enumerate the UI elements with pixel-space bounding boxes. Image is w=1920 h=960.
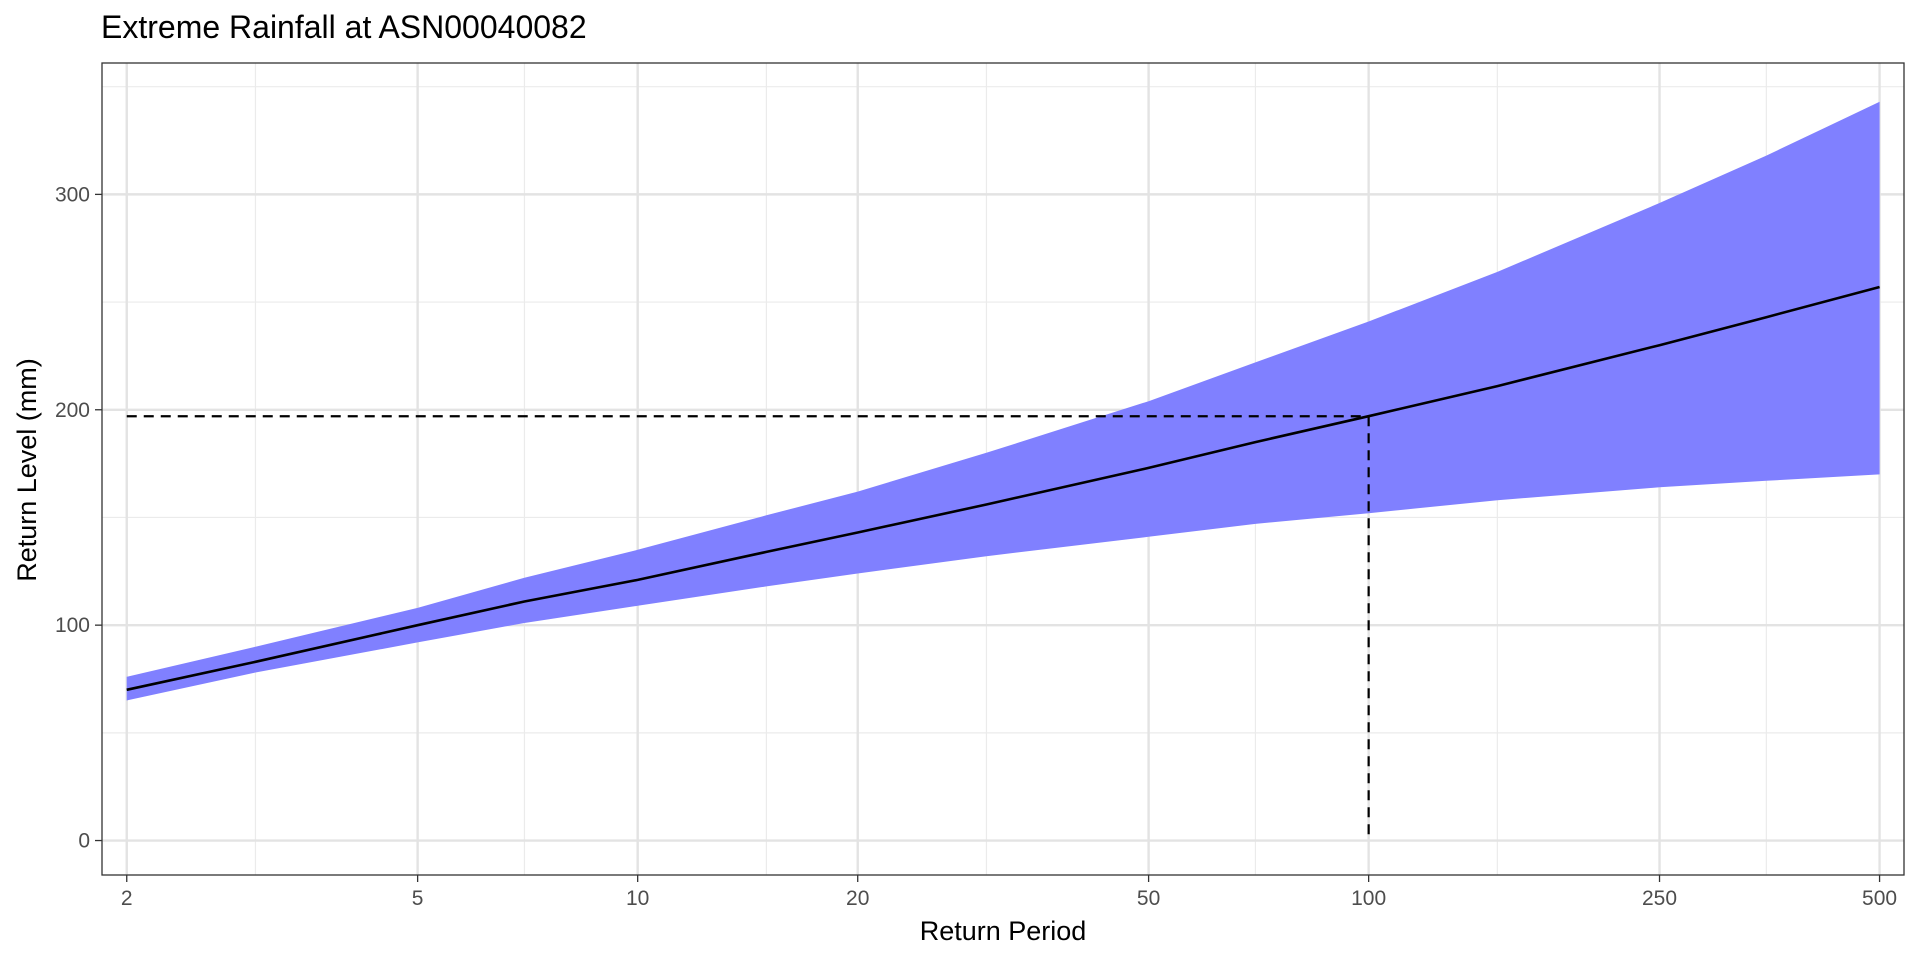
x-axis-ticks: 2 5 10 20 50 100 250 500 (121, 875, 1897, 910)
x-tick-label: 250 (1642, 887, 1677, 910)
confidence-band (126, 101, 1880, 701)
x-tick-label: 50 (1137, 887, 1160, 910)
y-tick-label: 0 (78, 830, 90, 853)
x-axis-title: Return Period (920, 916, 1087, 946)
chart-title: Extreme Rainfall at ASN00040082 (101, 9, 587, 45)
x-tick-label: 5 (412, 887, 424, 910)
reference-lines-layer (126, 415, 1370, 841)
y-tick-label: 100 (55, 614, 90, 637)
y-tick-label: 300 (55, 183, 90, 206)
x-tick-label: 100 (1351, 887, 1386, 910)
confidence-band-layer (126, 101, 1880, 701)
y-axis-title: Return Level (mm) (12, 358, 42, 582)
estimate-line-layer (126, 285, 1880, 692)
x-tick-label: 20 (846, 887, 869, 910)
return-level-line (126, 285, 1880, 692)
x-tick-label: 10 (626, 887, 649, 910)
x-tick-label: 500 (1862, 887, 1897, 910)
y-tick-label: 200 (55, 399, 90, 422)
x-tick-label: 2 (121, 887, 133, 910)
plot-panel-border (101, 62, 1905, 876)
y-axis-ticks: 0 100 200 300 (55, 183, 102, 853)
